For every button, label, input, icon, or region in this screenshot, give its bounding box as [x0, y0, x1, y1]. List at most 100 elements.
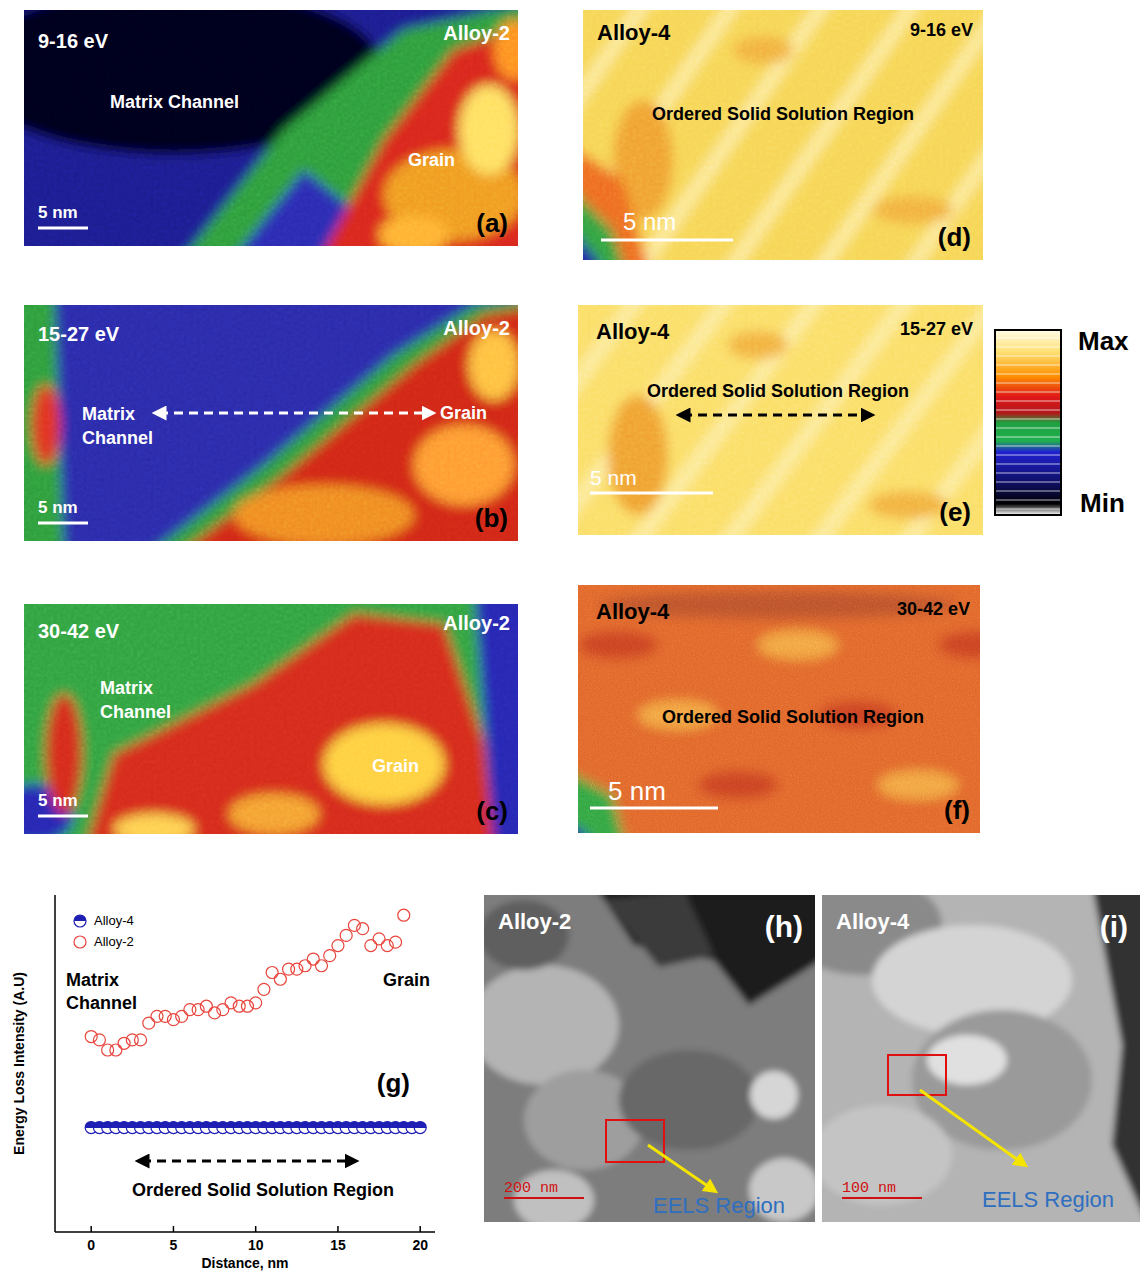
- map-shapes: [24, 305, 518, 541]
- data-point: [315, 960, 327, 972]
- panel-letter: (h): [765, 910, 803, 943]
- x-tick: [255, 1226, 257, 1232]
- annotation: Grain: [383, 970, 430, 990]
- colorbar-stripe: [996, 509, 1060, 510]
- x-tick-label: 10: [248, 1237, 264, 1253]
- x-tick: [173, 1226, 175, 1232]
- map-region: [604, 895, 714, 967]
- scale-bar-label: 5 nm: [38, 791, 78, 810]
- colorbar-stripe: [996, 428, 1060, 429]
- x-tick-label: 0: [87, 1237, 95, 1253]
- tem-shapes: [822, 895, 1140, 1222]
- map-noise: [24, 10, 518, 246]
- data-point: [357, 923, 369, 935]
- colorbar-stripe: [996, 392, 1060, 393]
- map-bg: [578, 305, 983, 535]
- map-bg: [24, 604, 518, 834]
- scale-bar-label: 5 nm: [608, 776, 666, 806]
- map-image: [578, 305, 983, 535]
- data-point: [390, 936, 402, 948]
- data-point: [398, 909, 410, 921]
- eels-map: 15-27 eV Alloy-4 Ordered Solid Solution Re…: [358, 285, 1145, 555]
- annotation: MatrixChannel: [66, 970, 137, 1013]
- legend-label: Alloy-2: [94, 934, 134, 949]
- map-shapes: [24, 604, 518, 834]
- data-point: [332, 940, 344, 952]
- map-noise: [583, 10, 983, 260]
- colorbar-stripe: [996, 500, 1060, 501]
- panel-letter: (g): [377, 1068, 410, 1098]
- region-label: Grain: [372, 756, 419, 776]
- series-1: [85, 909, 410, 1056]
- colorbar-stripe: [996, 473, 1060, 474]
- scale-bar: [590, 807, 718, 810]
- map-noise: [24, 305, 518, 541]
- legend-marker: [74, 936, 86, 948]
- colorbar-min: Min: [1080, 488, 1125, 518]
- alloy-label: Alloy-2: [443, 612, 510, 634]
- tem-shapes: [484, 895, 815, 1222]
- profile-arrow: [159, 412, 429, 415]
- map-noise: [578, 585, 980, 833]
- scale-bar: [38, 522, 88, 525]
- x-tick: [90, 1226, 92, 1232]
- y-axis: [54, 895, 56, 1232]
- x-tick-label: 20: [412, 1237, 428, 1253]
- tem-image: Alloy-2(h)EELS Region200 nm: [469, 885, 829, 1232]
- region-label-line: Matrix: [100, 678, 153, 698]
- colorbar-stripe: [996, 437, 1060, 438]
- data-point: [93, 1034, 105, 1046]
- colorbar-stripe: [996, 419, 1060, 420]
- eels-map: 9-16 eVAlloy-4Ordered Solid Solution Reg…: [363, 0, 1145, 280]
- colorbar-stripe: [996, 365, 1060, 366]
- x-axis: [55, 1231, 435, 1233]
- map-bg: [24, 305, 518, 541]
- map-shapes: [578, 305, 983, 535]
- line-profile-chart: 05101520Distance, nmEnergy Loss Intensit…: [11, 895, 435, 1271]
- region-label: Ordered Solid Solution Region: [647, 381, 909, 401]
- map-region: [1092, 895, 1140, 1222]
- region-label: Matrix Channel: [110, 92, 239, 112]
- alloy-label: Alloy-2: [443, 22, 510, 44]
- annotation-line: Matrix: [66, 970, 119, 990]
- colorbar-stripe: [996, 374, 1060, 375]
- region-label: MatrixChannel: [82, 404, 153, 448]
- map-region: [484, 965, 619, 1085]
- map-image: [24, 604, 518, 834]
- series-0: [85, 1122, 426, 1134]
- map-region: [594, 895, 815, 1005]
- colorbar-stripe: [996, 401, 1060, 402]
- energy-window: 15-27 eV: [900, 319, 973, 339]
- panel-letter: (e): [939, 497, 971, 527]
- x-tick: [419, 1226, 421, 1232]
- panel-letter: (d): [938, 222, 971, 252]
- data-point: [135, 1034, 147, 1046]
- map-region: [927, 1035, 1007, 1085]
- map-bg: [583, 10, 983, 260]
- panel-letter: (c): [476, 796, 508, 826]
- alloy-label: Alloy-4: [596, 599, 670, 624]
- map-noise: [578, 305, 983, 535]
- map-shapes: [578, 585, 980, 833]
- figure: 9-16 eV Alloy-2 Matrix Channel Grain 5 nm (a)…: [0, 0, 1145, 1277]
- annotation: Ordered Solid Solution Region: [132, 1180, 394, 1200]
- x-tick: [337, 1226, 339, 1232]
- panel-letter: (i): [1100, 910, 1128, 943]
- tem-picture: [822, 895, 1140, 1222]
- colorbar-stripe: [996, 491, 1060, 492]
- alloy-label: Alloy-4: [596, 319, 670, 344]
- map-image: [24, 10, 518, 246]
- eels-map: 9-16 eVAlloy-2Matrix ChannelGrain5 nm(a): [0, 0, 544, 270]
- scale-bar: [504, 1197, 584, 1199]
- region-label: Grain: [408, 150, 455, 170]
- profile-arrow: [683, 414, 868, 417]
- panel-letter: (a): [476, 208, 508, 238]
- eels-region-label: EELS Region: [653, 1193, 785, 1218]
- alloy-label: Alloy-2: [498, 909, 571, 934]
- colorbar-max: Max: [1078, 326, 1129, 356]
- data-point: [258, 983, 270, 995]
- energy-window: 9-16 eV: [38, 30, 109, 52]
- scale-bar: [590, 492, 713, 495]
- scale-bar-label: 5 nm: [590, 466, 637, 489]
- eels-map: 30-42 eVAlloy-4Ordered Solid Solution Re…: [558, 565, 1018, 855]
